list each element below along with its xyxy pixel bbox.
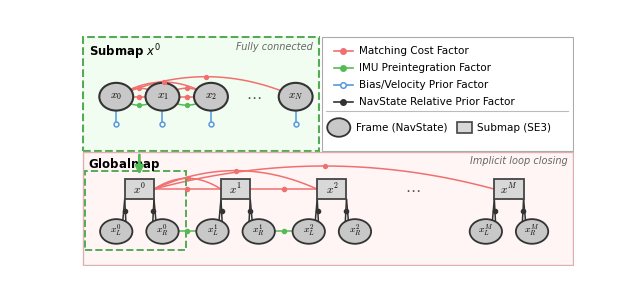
Ellipse shape	[145, 83, 179, 111]
Ellipse shape	[516, 219, 548, 244]
Ellipse shape	[100, 219, 132, 244]
Ellipse shape	[147, 219, 179, 244]
Text: $x^2$: $x^2$	[326, 182, 338, 196]
Text: $x_2$: $x_2$	[205, 91, 217, 102]
FancyBboxPatch shape	[83, 152, 573, 265]
FancyBboxPatch shape	[317, 179, 346, 199]
Text: $x_L^M$: $x_L^M$	[478, 223, 493, 239]
Text: Matching Cost Factor: Matching Cost Factor	[359, 46, 468, 56]
Ellipse shape	[470, 219, 502, 244]
Text: $x_1$: $x_1$	[157, 91, 168, 102]
FancyBboxPatch shape	[221, 179, 250, 199]
Ellipse shape	[196, 219, 228, 244]
Text: $x^M$: $x^M$	[500, 182, 518, 196]
Text: $x_R^M$: $x_R^M$	[524, 223, 540, 239]
Text: $\cdots$: $\cdots$	[246, 89, 261, 104]
Ellipse shape	[339, 219, 371, 244]
Text: $x_L^1$: $x_L^1$	[207, 223, 218, 239]
Text: $x_0$: $x_0$	[110, 91, 122, 102]
Text: IMU Preintegration Factor: IMU Preintegration Factor	[359, 63, 491, 73]
Text: $x^1$: $x^1$	[229, 182, 242, 196]
Text: $x_R^0$: $x_R^0$	[156, 223, 169, 239]
Text: $x_R^1$: $x_R^1$	[252, 223, 265, 239]
Text: Frame (NavState): Frame (NavState)	[356, 123, 447, 132]
FancyBboxPatch shape	[494, 179, 524, 199]
FancyBboxPatch shape	[83, 37, 319, 151]
FancyBboxPatch shape	[322, 37, 573, 151]
Ellipse shape	[99, 83, 133, 111]
Text: $x^0$: $x^0$	[133, 182, 146, 196]
Text: Implicit loop closing: Implicit loop closing	[470, 156, 568, 166]
Text: Bias/Velocity Prior Factor: Bias/Velocity Prior Factor	[359, 80, 488, 90]
Text: $x_N$: $x_N$	[288, 91, 303, 102]
Ellipse shape	[194, 83, 228, 111]
Ellipse shape	[292, 219, 325, 244]
Text: $\mathbf{Submap}\ x^0$: $\mathbf{Submap}\ x^0$	[88, 42, 160, 62]
Text: $x_L^0$: $x_L^0$	[110, 223, 122, 239]
Text: $\cdots$: $\cdots$	[405, 181, 420, 197]
Text: Fully connected: Fully connected	[236, 42, 312, 52]
FancyBboxPatch shape	[456, 122, 472, 133]
Ellipse shape	[279, 83, 312, 111]
FancyBboxPatch shape	[125, 179, 154, 199]
Text: NavState Relative Prior Factor: NavState Relative Prior Factor	[359, 97, 515, 107]
Text: $x_L^2$: $x_L^2$	[303, 223, 315, 239]
Ellipse shape	[327, 118, 350, 137]
Text: $\mathbf{Globalmap}$: $\mathbf{Globalmap}$	[88, 156, 160, 173]
Text: Submap (SE3): Submap (SE3)	[477, 123, 550, 132]
Text: $x_R^2$: $x_R^2$	[349, 223, 361, 239]
Ellipse shape	[243, 219, 275, 244]
